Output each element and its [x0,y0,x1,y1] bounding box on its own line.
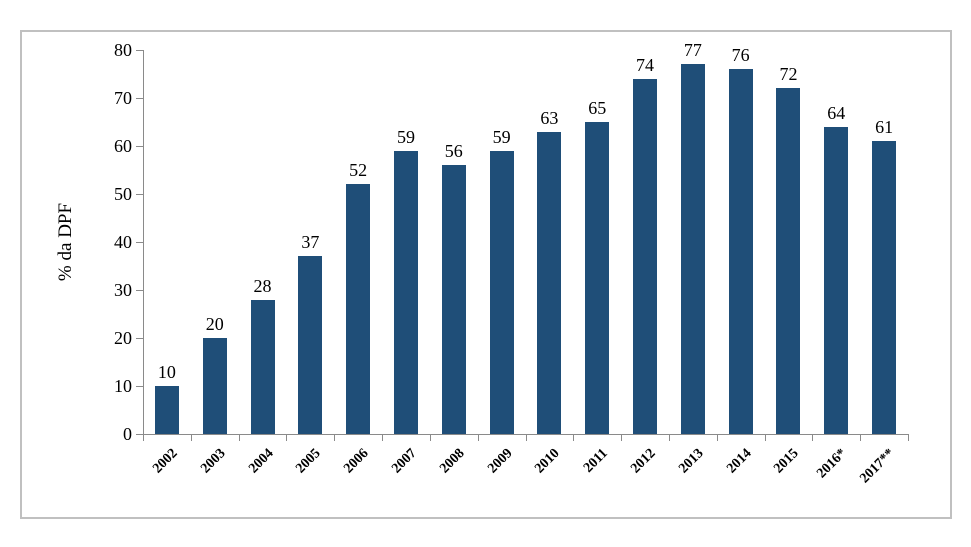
bar-2011 [585,122,610,434]
x-tick-mark [908,434,909,441]
y-tick-label: 10 [114,376,132,396]
bar-2003 [202,338,227,434]
y-tick-mark [136,194,143,195]
bar-2012 [633,78,658,434]
bar-2002 [154,386,179,434]
x-tick-mark [621,434,623,441]
x-tick-label: 2015 [771,446,803,477]
bar-value-label: 10 [157,362,176,382]
x-tick-mark [668,434,670,441]
x-tick-mark [477,434,479,441]
bar-value-label: 28 [253,275,272,296]
x-tick-mark [716,434,718,441]
y-tick-label: 80 [114,40,132,60]
x-tick-label: 2012 [628,446,659,477]
bar-value-label: 37 [301,232,320,253]
bar-2010 [537,131,562,434]
x-tick-label: 2004 [245,446,277,477]
x-tick-label: 2014 [723,446,755,477]
x-tick-mark [860,434,862,441]
x-tick-mark [764,434,766,441]
bar-2015 [776,88,801,434]
x-tick-label: 2009 [484,446,516,477]
x-tick-mark [143,434,144,441]
y-tick-label: 30 [114,280,132,300]
x-tick-label: 2017** [857,446,898,487]
bar-value-label: 76 [731,45,750,66]
bar-value-label: 72 [779,64,798,85]
x-tick-label: 2002 [150,446,181,477]
x-tick-mark [190,434,192,441]
bar-2004 [250,299,275,434]
y-tick-mark [136,98,143,99]
x-tick-label: 2005 [293,446,324,477]
bar-2005 [298,256,323,434]
y-tick-mark [136,146,143,147]
x-tick-mark [429,434,431,441]
bar-value-label: 59 [396,126,415,147]
bar-2016* [824,126,849,434]
bar-2009 [489,150,514,434]
y-tick-mark [136,290,143,291]
x-tick-label: 2011 [580,446,611,476]
bar-2013 [680,64,705,434]
x-tick-label: 2010 [532,446,564,477]
x-tick-mark [382,434,384,441]
y-tick-label: 40 [114,232,132,252]
x-tick-label: 2016* [814,446,850,482]
y-tick-mark [136,242,143,243]
x-tick-label: 2003 [197,446,229,477]
bar-2017** [872,141,897,434]
bar-2007 [393,150,418,434]
bar-value-label: 65 [588,98,607,118]
bar-value-label: 52 [349,160,368,181]
x-tick-mark [286,434,288,441]
x-tick-mark [525,434,527,441]
chart-frame: % da DPF 0 10 20 30 40 50 60 70 80 10 2002 20 2003 28… [20,30,952,519]
x-tick-mark [573,434,575,441]
x-tick-mark [812,434,814,441]
x-tick-label: 2006 [341,446,372,477]
y-axis-title: % da DPF [55,202,76,282]
y-tick-label: 50 [114,184,132,204]
y-tick-mark [136,386,143,387]
bar-2006 [346,184,371,434]
y-tick-label: 0 [123,424,132,444]
bar-value-label: 61 [875,117,894,138]
bar-value-label: 20 [205,314,224,334]
y-tick-mark [136,50,143,51]
y-tick-label: 60 [114,136,132,156]
bar-2008 [441,165,466,434]
x-tick-label: 2013 [676,446,707,477]
y-tick-mark [136,338,143,339]
y-tick-label: 70 [114,88,132,108]
x-tick-label: 2007 [389,446,420,477]
bar-value-label: 56 [444,141,463,162]
x-tick-mark [334,434,336,441]
bar-value-label: 59 [492,126,511,147]
bar-value-label: 63 [540,107,559,128]
y-axis-line [143,50,144,435]
bar-value-label: 64 [827,102,846,123]
x-tick-label: 2008 [436,446,468,477]
bar-value-label: 74 [636,54,655,75]
y-tick-label: 20 [114,328,132,348]
bar-value-label: 77 [683,40,702,61]
bar-2014 [728,69,753,434]
y-tick-mark [136,434,143,435]
x-tick-mark [238,434,240,441]
